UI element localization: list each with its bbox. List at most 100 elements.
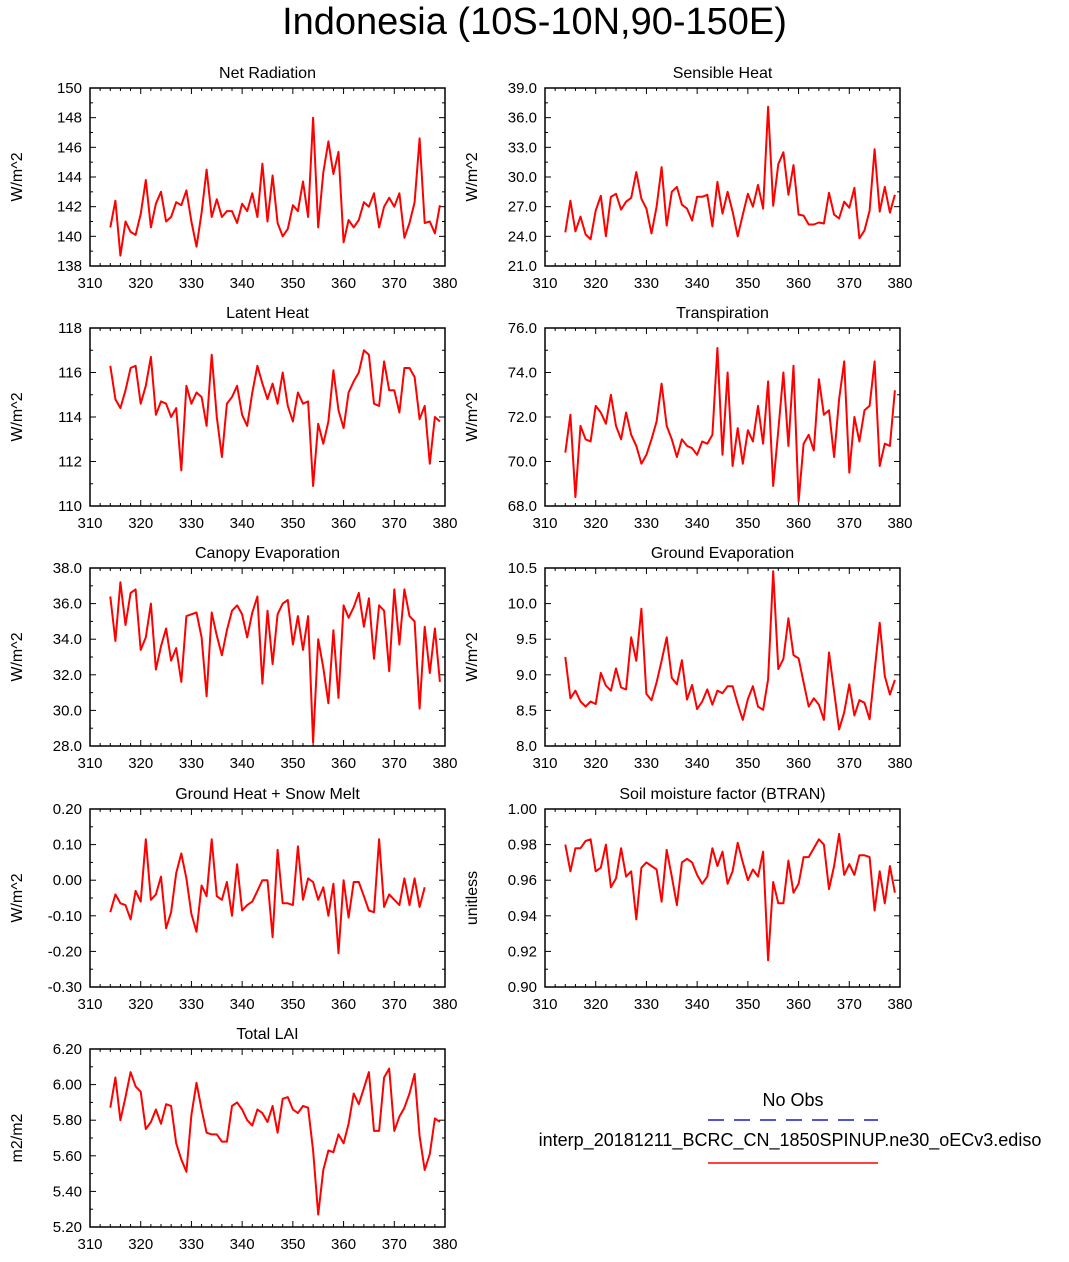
y-axis-label: W/m^2 bbox=[9, 392, 26, 441]
series-line bbox=[564, 347, 896, 503]
x-tick-label: 360 bbox=[786, 996, 811, 1013]
x-tick-label: 370 bbox=[382, 996, 407, 1013]
y-tick-label: 76.0 bbox=[508, 320, 537, 337]
y-tick-label: 5.20 bbox=[53, 1219, 82, 1236]
series-line bbox=[109, 116, 441, 257]
x-tick-label: 370 bbox=[837, 275, 862, 292]
x-tick-label: 320 bbox=[128, 996, 153, 1013]
y-tick-label: 24.0 bbox=[508, 228, 537, 245]
x-tick-label: 320 bbox=[128, 755, 153, 772]
y-tick-label: 148 bbox=[57, 110, 82, 127]
y-tick-label: 150 bbox=[57, 80, 82, 97]
x-tick-label: 330 bbox=[634, 996, 659, 1013]
y-tick-label: 10.5 bbox=[508, 560, 537, 577]
x-tick-label: 350 bbox=[280, 275, 305, 292]
y-tick-label: 72.0 bbox=[508, 409, 537, 426]
y-axis-label: m2/m2 bbox=[9, 1113, 26, 1162]
x-tick-label: 380 bbox=[887, 996, 912, 1013]
y-tick-label: 116 bbox=[58, 365, 82, 382]
series-line bbox=[109, 1067, 441, 1216]
y-tick-label: 27.0 bbox=[508, 199, 537, 216]
y-tick-label: 0.94 bbox=[508, 908, 537, 925]
y-axis-label: unitless bbox=[464, 871, 481, 925]
y-tick-label: -0.30 bbox=[48, 979, 82, 996]
y-tick-label: 0.00 bbox=[53, 872, 82, 889]
x-tick-label: 340 bbox=[230, 1236, 255, 1253]
series-line bbox=[564, 570, 896, 731]
y-tick-label: 38.0 bbox=[53, 560, 82, 577]
y-tick-label: 6.00 bbox=[53, 1077, 82, 1094]
x-tick-label: 350 bbox=[735, 275, 760, 292]
y-tick-label: 0.92 bbox=[508, 943, 537, 960]
series-line bbox=[109, 838, 426, 955]
y-tick-label: 0.20 bbox=[53, 801, 82, 818]
panel-title: Ground Evaporation bbox=[651, 545, 794, 562]
series-line bbox=[109, 581, 441, 744]
x-tick-label: 340 bbox=[230, 996, 255, 1013]
y-tick-label: 70.0 bbox=[508, 454, 537, 471]
x-tick-label: 330 bbox=[179, 275, 204, 292]
y-tick-label: 114 bbox=[58, 409, 82, 426]
x-tick-label: 320 bbox=[583, 515, 608, 532]
y-axis-label: W/m^2 bbox=[9, 152, 26, 201]
y-tick-label: 142 bbox=[57, 199, 82, 216]
series-line bbox=[564, 832, 896, 962]
y-tick-label: 68.0 bbox=[508, 498, 537, 515]
x-tick-label: 350 bbox=[735, 755, 760, 772]
y-tick-label: 36.0 bbox=[53, 596, 82, 613]
x-tick-label: 380 bbox=[432, 755, 457, 772]
y-tick-label: 28.0 bbox=[53, 738, 82, 755]
y-tick-label: 36.0 bbox=[508, 110, 537, 127]
y-tick-label: 10.0 bbox=[508, 596, 537, 613]
x-tick-label: 310 bbox=[77, 1236, 102, 1253]
x-tick-label: 370 bbox=[382, 755, 407, 772]
x-tick-label: 380 bbox=[432, 996, 457, 1013]
y-tick-label: 30.0 bbox=[53, 702, 82, 719]
y-axis-label: W/m^2 bbox=[9, 632, 26, 681]
x-tick-label: 330 bbox=[179, 515, 204, 532]
y-tick-label: 5.60 bbox=[53, 1148, 82, 1165]
y-tick-label: 0.96 bbox=[508, 872, 537, 889]
y-tick-label: 8.0 bbox=[516, 738, 537, 755]
y-tick-label: 33.0 bbox=[508, 139, 537, 156]
x-tick-label: 360 bbox=[331, 755, 356, 772]
x-tick-label: 380 bbox=[887, 275, 912, 292]
x-tick-label: 330 bbox=[634, 755, 659, 772]
y-axis-label: W/m^2 bbox=[9, 873, 26, 922]
x-tick-label: 380 bbox=[432, 275, 457, 292]
y-axis-label: W/m^2 bbox=[464, 152, 481, 201]
x-tick-label: 310 bbox=[532, 275, 557, 292]
x-tick-label: 310 bbox=[532, 996, 557, 1013]
x-tick-label: 340 bbox=[685, 755, 710, 772]
y-axis-label: W/m^2 bbox=[464, 632, 481, 681]
x-tick-label: 320 bbox=[583, 996, 608, 1013]
x-tick-label: 370 bbox=[837, 996, 862, 1013]
y-tick-label: 74.0 bbox=[508, 365, 537, 382]
series-line bbox=[564, 105, 896, 241]
x-tick-label: 340 bbox=[230, 755, 255, 772]
panel-title: Canopy Evaporation bbox=[195, 545, 340, 562]
x-tick-label: 310 bbox=[532, 515, 557, 532]
x-tick-label: 370 bbox=[382, 515, 407, 532]
y-tick-label: 0.10 bbox=[53, 837, 82, 854]
panel-title: Net Radiation bbox=[219, 65, 316, 82]
legend-obs-label: No Obs bbox=[762, 1090, 824, 1110]
y-tick-label: 8.5 bbox=[516, 702, 537, 719]
y-tick-label: 0.98 bbox=[508, 837, 537, 854]
x-tick-label: 370 bbox=[837, 515, 862, 532]
x-tick-label: 360 bbox=[331, 515, 356, 532]
x-tick-label: 330 bbox=[179, 755, 204, 772]
y-tick-label: 144 bbox=[57, 169, 82, 186]
panel-title: Latent Heat bbox=[226, 305, 309, 322]
y-tick-label: 138 bbox=[57, 258, 82, 275]
x-tick-label: 360 bbox=[786, 755, 811, 772]
x-tick-label: 360 bbox=[331, 996, 356, 1013]
x-tick-label: 350 bbox=[735, 515, 760, 532]
y-tick-label: -0.10 bbox=[48, 908, 82, 925]
panel-title: Transpiration bbox=[676, 305, 769, 322]
y-tick-label: 1.00 bbox=[508, 801, 537, 818]
x-tick-label: 360 bbox=[331, 275, 356, 292]
x-tick-label: 310 bbox=[77, 515, 102, 532]
